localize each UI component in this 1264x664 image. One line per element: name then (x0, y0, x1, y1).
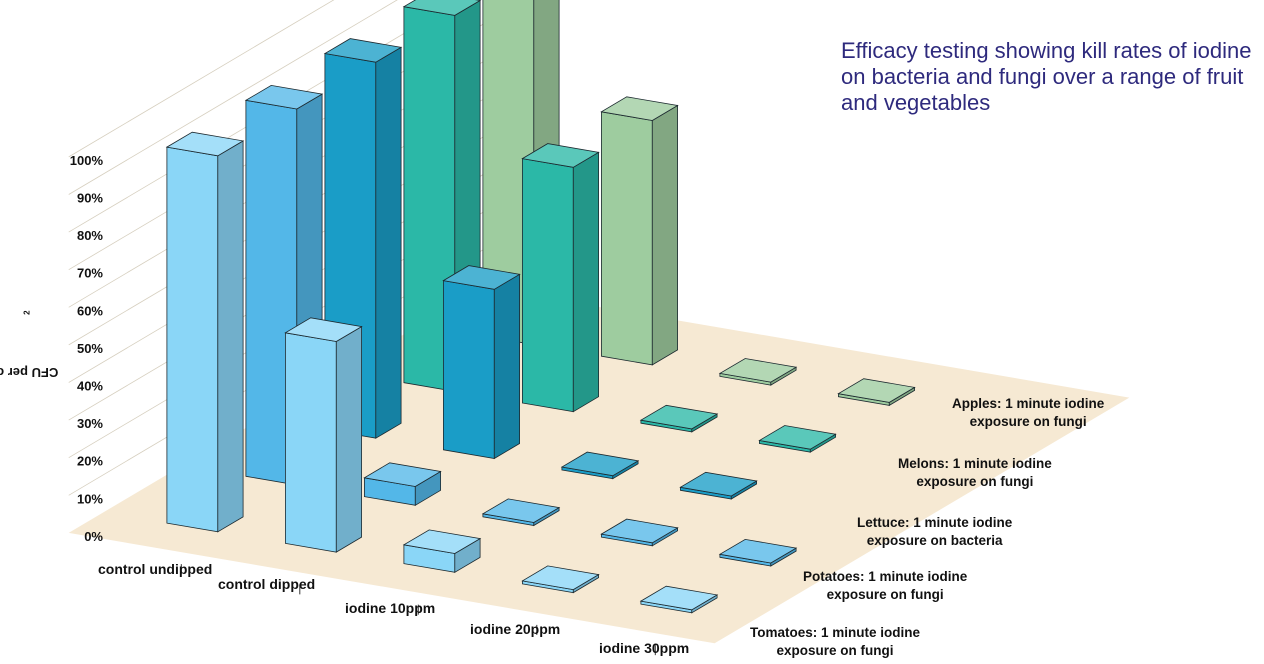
series-label-tomatoes-line2: exposure on fungi (776, 643, 894, 658)
bar-5-4 (837, 378, 916, 407)
series-label-lettuce-line2: exposure on bacteria (866, 533, 1003, 548)
bar-1-2 (284, 317, 363, 553)
series-label-melons-line1: Melons: 1 minute iodine (898, 456, 1052, 471)
bar-2-5 (718, 538, 798, 567)
y-tick-label: 0% (84, 529, 103, 544)
x-category-label-3: iodine 10ppm (345, 600, 436, 616)
bar-3-2 (442, 265, 521, 460)
y-tick-label: 100% (70, 153, 104, 168)
y-axis-ticks: 0% 10% 20% 30% 40% 50% 60% 70% 80% 90% 100% (70, 153, 656, 656)
y-axis-label-superscript: 2 (22, 310, 32, 315)
bar-5-2 (600, 96, 679, 366)
bar-4-4 (758, 425, 837, 453)
x-category-label-4: iodine 20ppm (470, 621, 561, 637)
bar-2-3 (481, 498, 561, 527)
series-label-lettuce-line1: Lettuce: 1 minute iodine (857, 515, 1013, 530)
y-tick-label: 40% (77, 378, 103, 393)
bar-1-4 (521, 565, 600, 594)
series-label-potatoes-line1: Potatoes: 1 minute iodine (803, 569, 968, 584)
series-label-apples: Apples: 1 minute iodine exposure on fung… (952, 395, 1104, 431)
y-tick-label: 80% (77, 228, 103, 243)
series-label-tomatoes-line1: Tomatoes: 1 minute iodine (750, 625, 921, 640)
bar-2-4 (600, 518, 679, 547)
series-label-apples-line2: exposure on fungi (969, 414, 1087, 429)
chart-bars (165, 0, 916, 614)
y-tick-label: 20% (77, 454, 103, 469)
gridline (68, 0, 335, 158)
y-tick-label: 30% (77, 416, 103, 431)
bar-1-5 (639, 585, 719, 614)
bar-3-4 (679, 471, 758, 500)
series-label-lettuce: Lettuce: 1 minute iodine exposure on bac… (857, 514, 1012, 550)
bar-5-3 (718, 358, 798, 386)
series-label-melons: Melons: 1 minute iodine exposure on fung… (898, 455, 1052, 491)
y-tick-label: 10% (77, 491, 103, 506)
series-label-apples-line1: Apples: 1 minute iodine (952, 396, 1105, 411)
gridline (68, 0, 398, 195)
series-label-potatoes: Potatoes: 1 minute iodine exposure on fu… (803, 568, 967, 604)
chart-title: Efficacy testing showing kill rates of i… (841, 38, 1252, 115)
bar-3-3 (560, 451, 640, 480)
x-category-label-1: control undipped (98, 561, 213, 577)
y-axis-label-text: CFU per cm (0, 365, 59, 381)
series-label-tomatoes: Tomatoes: 1 minute iodine exposure on fu… (750, 624, 920, 660)
y-tick-label: 70% (77, 266, 103, 281)
bar-2-2 (363, 462, 442, 507)
bar-1-3 (402, 529, 482, 573)
bar-4-2 (521, 143, 600, 413)
x-category-label-5: iodine 30ppm (599, 640, 690, 656)
x-category-label-2: control dipped (218, 576, 316, 592)
series-label-melons-line2: exposure on fungi (916, 474, 1034, 489)
bar-4-3 (639, 404, 719, 433)
bar-1-1 (165, 131, 245, 533)
series-label-potatoes-line2: exposure on fungi (826, 587, 944, 602)
y-tick-label: 50% (77, 341, 103, 356)
y-tick-label: 90% (77, 190, 103, 205)
y-tick-label: 60% (77, 303, 103, 318)
